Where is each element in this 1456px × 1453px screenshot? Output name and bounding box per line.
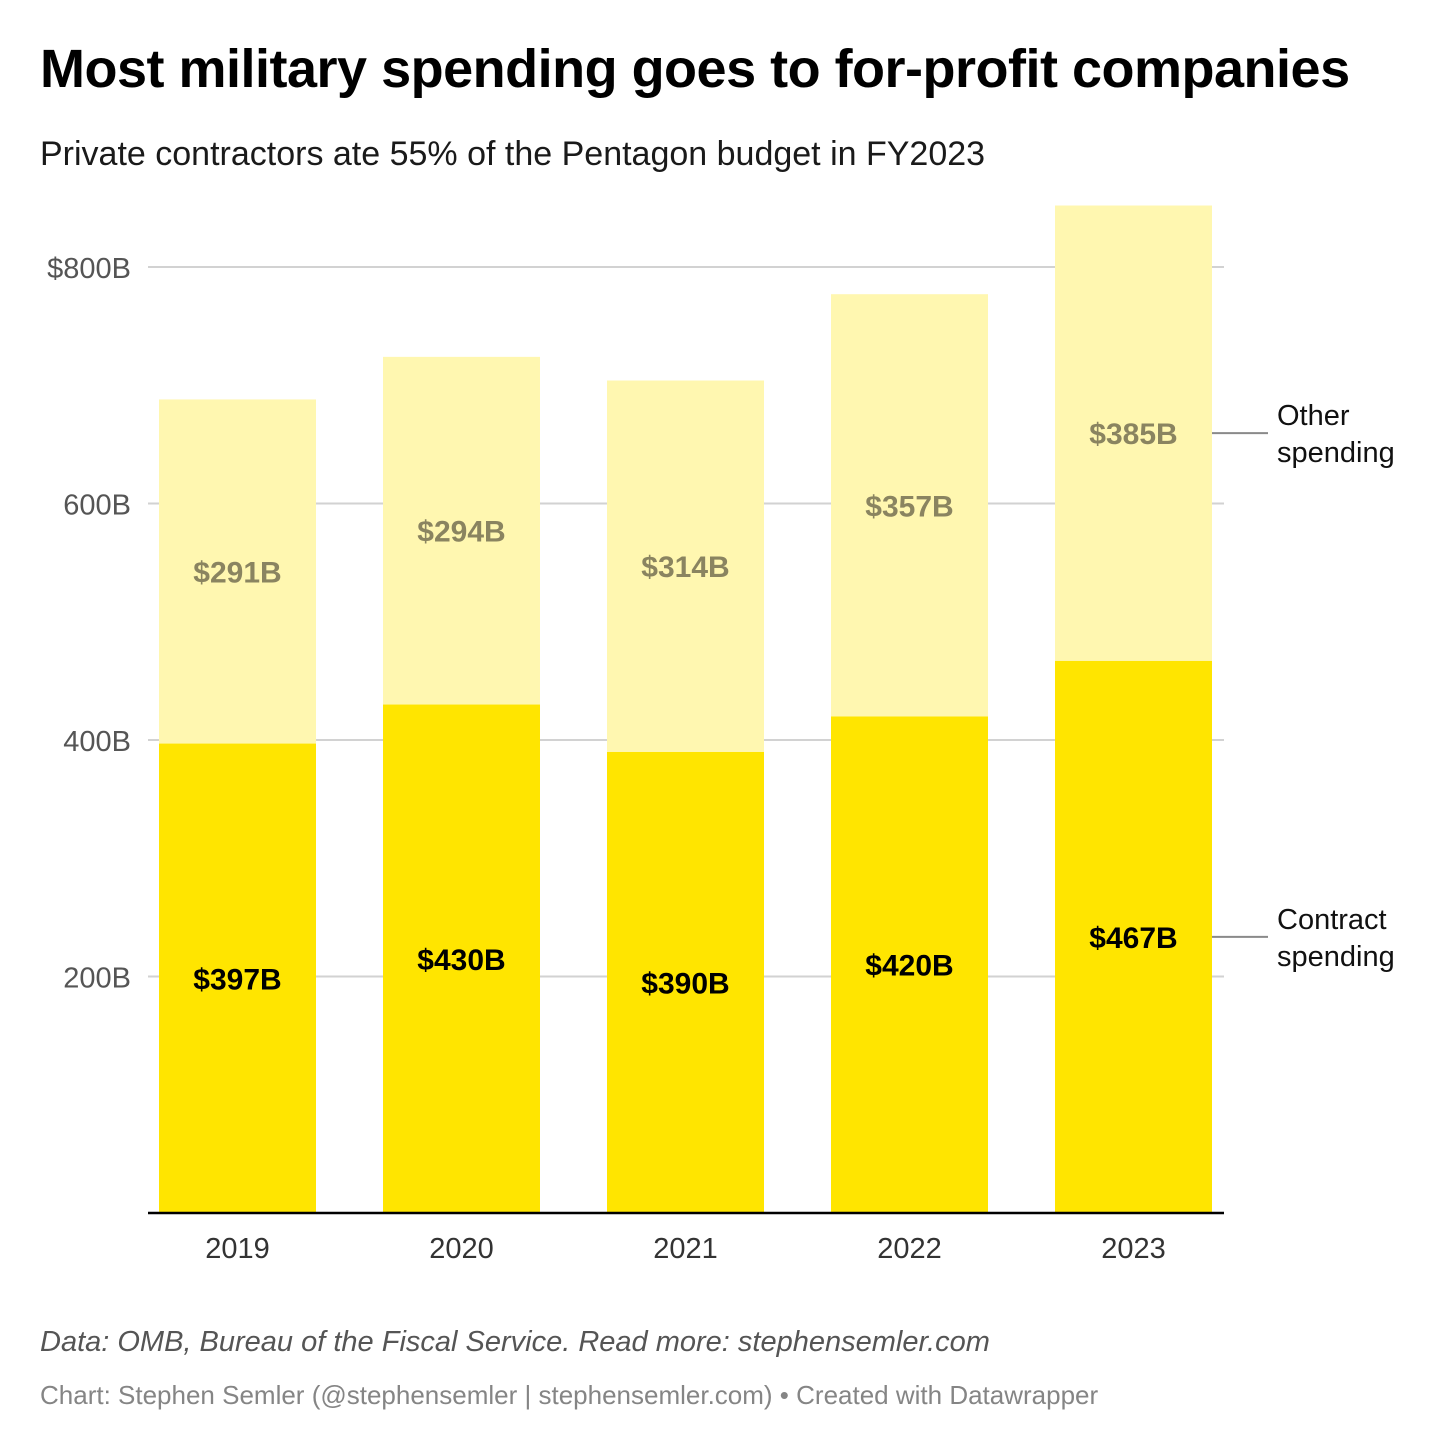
x-tick-label: 2019 <box>205 1233 270 1265</box>
bar-contract-spending <box>159 743 316 1213</box>
value-label-other: $385B <box>1089 418 1177 451</box>
bar-contract-spending <box>607 751 764 1213</box>
y-tick-label: 400B <box>63 726 131 758</box>
grid-lines: 200B 400B 600B $800B <box>47 253 1224 995</box>
y-tick-label: $800B <box>47 253 131 285</box>
bar-contract-spending <box>831 716 988 1213</box>
value-label-contract: $390B <box>641 967 729 1000</box>
x-tick-label: 2020 <box>429 1233 494 1265</box>
value-label-contract: $430B <box>417 944 505 977</box>
y-tick-label: 200B <box>63 963 131 995</box>
bar-other-spending <box>1055 205 1212 661</box>
chart-subtitle: Private contractors ate 55% of the Penta… <box>40 135 986 173</box>
chart-title: Most military spending goes to for-profi… <box>40 39 1350 99</box>
source-note: Data: OMB, Bureau of the Fiscal Service.… <box>40 1326 990 1358</box>
legend-contract-spending: Contract spending <box>1277 904 1395 973</box>
bar-other-spending <box>607 380 764 752</box>
bar-contract-spending <box>383 704 540 1213</box>
value-label-contract: $420B <box>865 950 953 983</box>
value-label-other: $314B <box>641 551 729 584</box>
bar-other-spending <box>159 399 316 744</box>
x-tick-label: 2021 <box>653 1233 718 1265</box>
value-label-contract: $467B <box>1089 922 1177 955</box>
x-tick-label: 2022 <box>877 1233 942 1265</box>
bars <box>159 205 1212 1213</box>
bar-contract-spending <box>1055 660 1212 1213</box>
value-label-other: $357B <box>865 490 953 523</box>
bar-other-spending <box>831 294 988 717</box>
value-label-other: $291B <box>193 556 281 589</box>
value-labels: $397B $291B $430B $294B $390B $314B $420B $357B… <box>193 418 1177 1000</box>
x-tick-label: 2023 <box>1101 1233 1166 1265</box>
y-tick-label: 600B <box>63 490 131 522</box>
inline-legend: Contract spending Other spending <box>1212 400 1395 973</box>
legend-other-spending: Other spending <box>1277 400 1395 469</box>
chart-credit: Chart: Stephen Semler (@stephensemler | … <box>40 1380 1099 1410</box>
x-axis: 2019 2020 2021 2022 2023 <box>148 1211 1224 1265</box>
value-label-other: $294B <box>417 516 505 549</box>
value-label-contract: $397B <box>193 963 281 996</box>
bar-other-spending <box>383 356 540 705</box>
